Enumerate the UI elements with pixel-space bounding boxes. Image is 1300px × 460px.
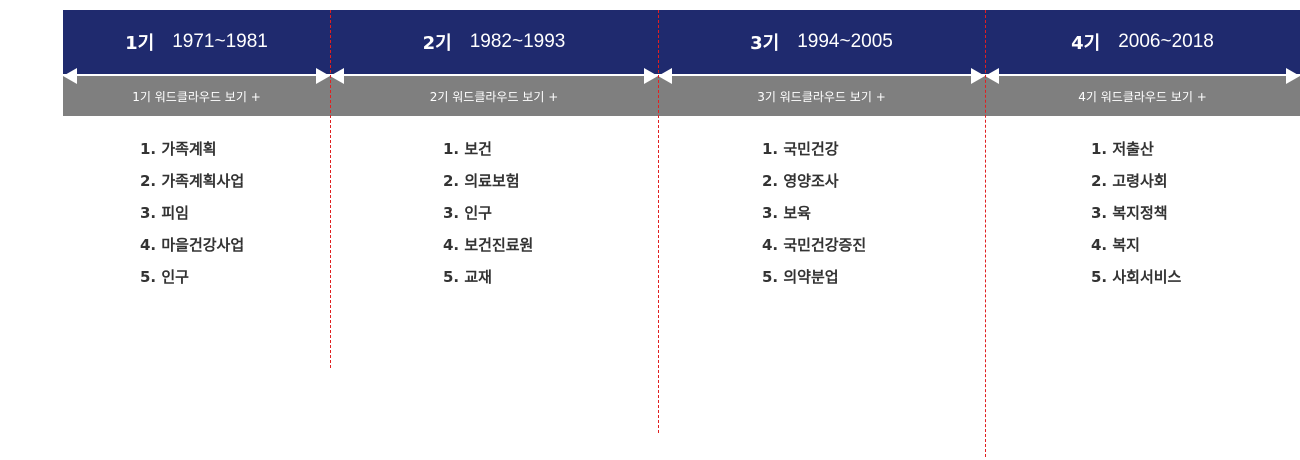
period-number: 4기 bbox=[1071, 33, 1101, 54]
keyword-item: 4. 마을건강사업 bbox=[140, 236, 245, 254]
period-column: 2기 1982~1993 2기 워드클라우드 보기 + bbox=[330, 10, 658, 116]
period-number: 2기 bbox=[422, 33, 452, 54]
keyword-item: 3. 피임 bbox=[140, 204, 189, 222]
keyword-list: 1. 저출산 2. 고령사회 3. 복지정책 4. 복지 5. 사회서비스 bbox=[1091, 138, 1181, 298]
period-column: 3기 1994~2005 3기 워드클라우드 보기 + bbox=[658, 10, 985, 116]
keyword-item: 1. 국민건강 bbox=[762, 140, 839, 158]
arrow-right-icon bbox=[971, 68, 985, 84]
keyword-item: 5. 교재 bbox=[443, 268, 492, 286]
period-years: 1982~1993 bbox=[469, 31, 566, 52]
period-column: 1기 1971~1981 1기 워드클라우드 보기 + bbox=[63, 10, 330, 116]
keyword-item: 2. 가족계획사업 bbox=[140, 172, 245, 190]
wordcloud-button[interactable]: 2기 워드클라우드 보기 + bbox=[330, 76, 658, 116]
arrow-left-icon bbox=[985, 68, 999, 84]
arrow-left-icon bbox=[658, 68, 672, 84]
period-years: 2006~2018 bbox=[1118, 31, 1214, 52]
keyword-item: 3. 복지정책 bbox=[1091, 204, 1168, 222]
keyword-item: 4. 보건진료원 bbox=[443, 236, 534, 254]
period-column: 4기 2006~2018 4기 워드클라우드 보기 + bbox=[985, 10, 1300, 116]
period-divider bbox=[658, 10, 659, 433]
arrow-right-icon bbox=[1286, 68, 1300, 84]
timeline-line bbox=[658, 74, 985, 76]
arrow-right-icon bbox=[644, 68, 658, 84]
period-header: 3기 1994~2005 bbox=[658, 10, 985, 74]
period-header: 4기 2006~2018 bbox=[985, 10, 1300, 74]
timeline-line bbox=[330, 74, 658, 76]
keyword-list: 1. 보건 2. 의료보험 3. 인구 4. 보건진료원 5. 교재 bbox=[443, 138, 533, 298]
keyword-item: 1. 보건 bbox=[443, 140, 492, 158]
wordcloud-button[interactable]: 3기 워드클라우드 보기 + bbox=[658, 76, 985, 116]
period-divider bbox=[330, 10, 331, 368]
period-divider bbox=[985, 10, 986, 457]
keyword-item: 2. 영양조사 bbox=[762, 172, 839, 190]
period-header: 1기 1971~1981 bbox=[63, 10, 330, 74]
keyword-list: 1. 가족계획 2. 가족계획사업 3. 피임 4. 마을건강사업 5. 인구 bbox=[140, 138, 244, 298]
period-header: 2기 1982~1993 bbox=[330, 10, 658, 74]
keyword-item: 3. 보육 bbox=[762, 204, 811, 222]
arrow-left-icon bbox=[63, 68, 77, 84]
keyword-item: 1. 저출산 bbox=[1091, 140, 1154, 158]
keyword-item: 1. 가족계획 bbox=[140, 140, 217, 158]
keyword-item: 4. 국민건강증진 bbox=[762, 236, 867, 254]
period-years: 1994~2005 bbox=[797, 31, 893, 52]
keyword-item: 2. 고령사회 bbox=[1091, 172, 1168, 190]
arrow-right-icon bbox=[316, 68, 330, 84]
period-number: 1기 bbox=[125, 33, 155, 54]
timeline-line bbox=[985, 74, 1300, 76]
wordcloud-button[interactable]: 4기 워드클라우드 보기 + bbox=[985, 76, 1300, 116]
keyword-list: 1. 국민건강 2. 영양조사 3. 보육 4. 국민건강증진 5. 의약분업 bbox=[762, 138, 866, 298]
keyword-item: 5. 사회서비스 bbox=[1091, 268, 1182, 286]
keyword-item: 3. 인구 bbox=[443, 204, 492, 222]
keyword-item: 4. 복지 bbox=[1091, 236, 1140, 254]
keyword-item: 5. 인구 bbox=[140, 268, 189, 286]
arrow-left-icon bbox=[330, 68, 344, 84]
keyword-item: 5. 의약분업 bbox=[762, 268, 839, 286]
wordcloud-button[interactable]: 1기 워드클라우드 보기 + bbox=[63, 76, 330, 116]
keyword-item: 2. 의료보험 bbox=[443, 172, 520, 190]
period-years: 1971~1981 bbox=[172, 31, 268, 52]
period-number: 3기 bbox=[750, 33, 780, 54]
timeline-line bbox=[63, 74, 330, 76]
